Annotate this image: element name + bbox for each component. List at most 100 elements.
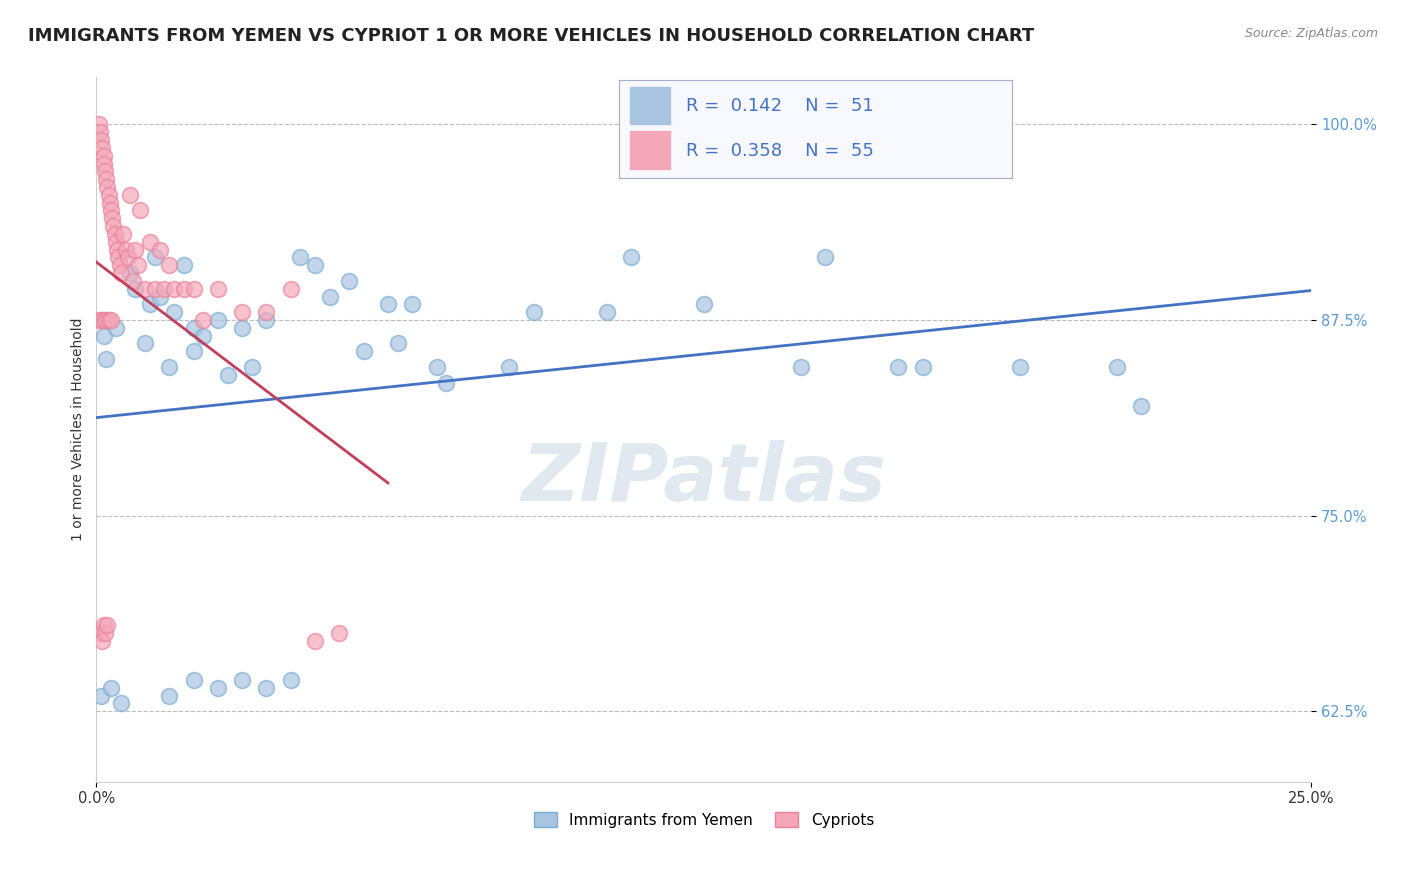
Point bbox=[94, 352, 117, 367]
Point bbox=[89, 626, 111, 640]
Point bbox=[120, 266, 142, 280]
Y-axis label: 1 or more Vehicles in Household: 1 or more Vehicles in Household bbox=[72, 318, 86, 541]
Point bbox=[120, 187, 142, 202]
Point bbox=[425, 359, 447, 374]
Point bbox=[107, 251, 129, 265]
Point bbox=[620, 251, 643, 265]
Point bbox=[401, 297, 423, 311]
Point bbox=[93, 149, 115, 163]
Point bbox=[256, 305, 278, 319]
Point bbox=[90, 313, 112, 327]
Point bbox=[1105, 359, 1128, 374]
Point bbox=[337, 274, 360, 288]
Point bbox=[104, 235, 127, 249]
Text: R =  0.142    N =  51: R = 0.142 N = 51 bbox=[686, 97, 873, 115]
Point bbox=[193, 313, 215, 327]
Point bbox=[114, 243, 136, 257]
Point bbox=[110, 697, 132, 711]
Point bbox=[304, 258, 326, 272]
Point bbox=[108, 258, 131, 272]
Point bbox=[183, 673, 205, 687]
Point bbox=[103, 219, 125, 233]
Bar bbox=[630, 87, 669, 124]
Point bbox=[434, 376, 457, 390]
Point bbox=[134, 282, 156, 296]
Point bbox=[97, 187, 120, 202]
Point bbox=[124, 243, 146, 257]
Point bbox=[231, 305, 253, 319]
Point bbox=[121, 274, 143, 288]
Point bbox=[231, 321, 253, 335]
Point bbox=[911, 359, 934, 374]
Point bbox=[98, 195, 121, 210]
Point bbox=[290, 251, 312, 265]
Point bbox=[94, 164, 117, 178]
Point bbox=[127, 258, 149, 272]
Point bbox=[94, 172, 117, 186]
Point bbox=[207, 313, 229, 327]
Point bbox=[183, 344, 205, 359]
Point bbox=[94, 626, 117, 640]
Point bbox=[207, 282, 229, 296]
Point bbox=[256, 313, 278, 327]
Point bbox=[163, 282, 186, 296]
Point bbox=[134, 336, 156, 351]
Point bbox=[93, 618, 115, 632]
Point bbox=[240, 359, 263, 374]
Point bbox=[148, 289, 170, 303]
Point bbox=[104, 321, 127, 335]
Text: IMMIGRANTS FROM YEMEN VS CYPRIOT 1 OR MORE VEHICLES IN HOUSEHOLD CORRELATION CHA: IMMIGRANTS FROM YEMEN VS CYPRIOT 1 OR MO… bbox=[28, 27, 1035, 45]
Point bbox=[523, 305, 546, 319]
Point bbox=[280, 282, 302, 296]
Point bbox=[231, 673, 253, 687]
Point bbox=[143, 251, 166, 265]
Point bbox=[318, 289, 340, 303]
Point bbox=[143, 282, 166, 296]
Point bbox=[93, 328, 115, 343]
Point bbox=[93, 313, 115, 327]
Point bbox=[87, 117, 110, 131]
Point bbox=[256, 681, 278, 695]
Point bbox=[112, 227, 135, 241]
Point bbox=[693, 297, 716, 311]
Point bbox=[173, 282, 195, 296]
Point bbox=[163, 305, 186, 319]
Point bbox=[207, 681, 229, 695]
Point bbox=[101, 211, 124, 226]
Point bbox=[183, 282, 205, 296]
Point bbox=[117, 251, 139, 265]
Point bbox=[183, 321, 205, 335]
Point bbox=[124, 282, 146, 296]
Point bbox=[110, 266, 132, 280]
Legend: Immigrants from Yemen, Cypriots: Immigrants from Yemen, Cypriots bbox=[527, 805, 880, 834]
Point bbox=[91, 141, 114, 155]
Text: Source: ZipAtlas.com: Source: ZipAtlas.com bbox=[1244, 27, 1378, 40]
Point bbox=[100, 681, 122, 695]
Point bbox=[139, 297, 162, 311]
Point bbox=[304, 633, 326, 648]
Point bbox=[595, 305, 617, 319]
Point bbox=[157, 689, 180, 703]
Point bbox=[90, 133, 112, 147]
Point bbox=[157, 258, 180, 272]
Point bbox=[97, 313, 120, 327]
Text: ZIPatlas: ZIPatlas bbox=[522, 440, 886, 518]
Point bbox=[129, 203, 152, 218]
Point bbox=[89, 125, 111, 139]
Point bbox=[93, 156, 115, 170]
Point bbox=[387, 336, 409, 351]
Point bbox=[193, 328, 215, 343]
Point bbox=[173, 258, 195, 272]
Point bbox=[217, 368, 239, 382]
Point bbox=[90, 689, 112, 703]
Point bbox=[887, 359, 910, 374]
Point bbox=[153, 282, 176, 296]
Point bbox=[814, 251, 837, 265]
Point bbox=[94, 313, 117, 327]
Point bbox=[96, 180, 118, 194]
Point bbox=[1008, 359, 1031, 374]
Point bbox=[353, 344, 375, 359]
Point bbox=[105, 243, 128, 257]
Bar bbox=[630, 131, 669, 169]
Point bbox=[280, 673, 302, 687]
